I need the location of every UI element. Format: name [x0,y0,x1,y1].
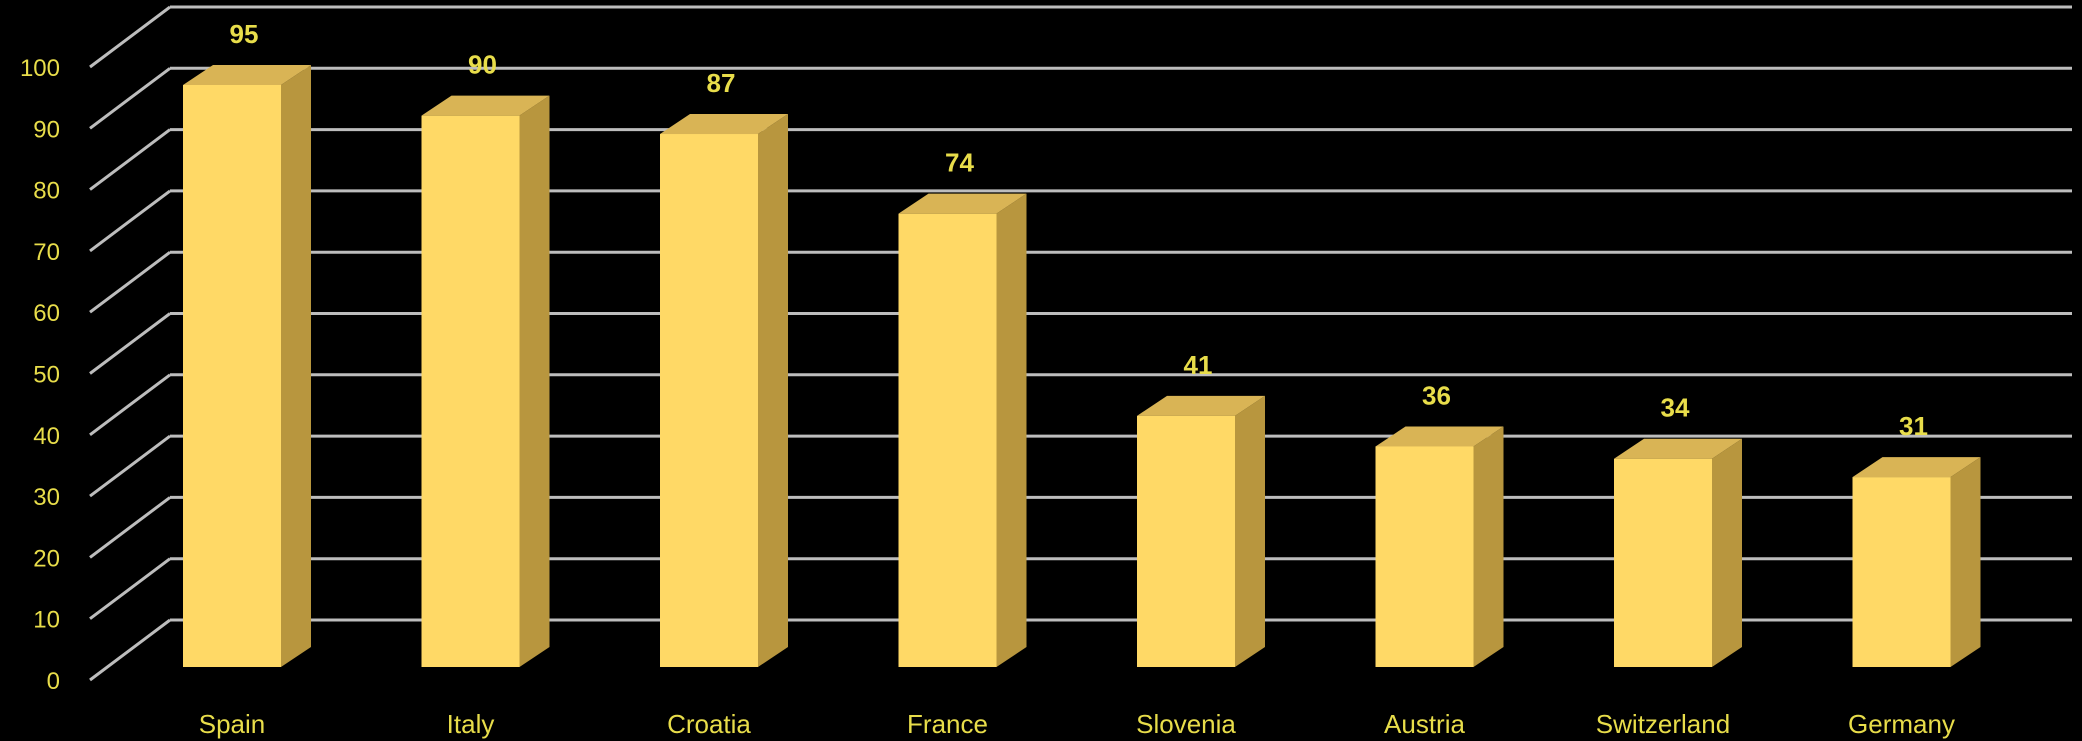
bar-germany [1852,457,1981,667]
gridline-diagonal [89,5,171,69]
x-tick-label: France [907,709,988,739]
gridline-diagonal [89,312,171,375]
gridline-diagonal [89,189,171,253]
bar-slovenia [1137,395,1265,667]
bar-top [660,114,788,135]
bar-side [1950,457,1981,667]
y-tick-label: 70 [33,239,60,266]
grid-lines [89,5,2072,682]
bar-side [1473,426,1504,667]
bar-italy [421,95,550,667]
y-tick-label: 100 [20,55,60,82]
y-tick-label: 10 [33,607,60,634]
bar-austria [1375,426,1504,667]
bar-top [1614,438,1742,459]
gridline-diagonal [89,618,171,682]
bar-side [1712,438,1742,667]
y-tick-label: 90 [33,116,60,143]
data-label: 36 [1422,380,1451,410]
bar-front [1137,415,1235,667]
x-tick-label: Switzerland [1596,709,1730,739]
gridline-diagonal [89,128,171,191]
bar-front [1375,446,1474,667]
bar-spain [183,65,311,667]
bar-side [281,65,311,667]
bar-front [660,134,758,668]
x-tick-label: Italy [447,709,495,739]
bar-france [898,193,1027,667]
x-tick-label: Germany [1848,709,1955,739]
bar-top [1852,457,1981,478]
bar-side [996,193,1027,667]
gridline-diagonal [89,373,171,436]
y-tick-label: 40 [33,423,60,450]
data-label: 87 [707,68,736,98]
bar-switzerland [1614,438,1742,667]
y-tick-label: 80 [33,178,60,205]
data-label: 31 [1899,411,1928,441]
gridline-diagonal [89,496,171,559]
y-tick-label: 0 [47,668,60,695]
data-label: 41 [1184,350,1213,380]
bar-top [1137,395,1265,416]
data-label: 90 [468,50,497,80]
gridline-diagonal [89,67,171,130]
gridline-diagonal [89,250,171,314]
gridline-diagonal [89,434,171,498]
bar-front [421,115,520,667]
y-tick-label: 50 [33,362,60,389]
bar-top [1375,426,1504,447]
gridline-diagonal [89,557,171,620]
bar-top [421,95,550,116]
y-tick-label: 20 [33,545,60,572]
data-label: 95 [230,19,259,49]
x-tick-label: Spain [199,709,266,739]
y-tick-label: 60 [33,300,60,327]
bars [183,65,1981,668]
y-axis: 0 10 20 30 40 50 60 70 80 90 100 [20,55,60,695]
data-labels: 95 90 87 74 41 36 34 31 [230,19,1928,441]
bar-side [758,114,788,668]
x-axis: Spain Italy Croatia France Slovenia Austria Sw… [199,709,1955,739]
bar-side [519,95,550,667]
bar-croatia [660,114,788,668]
bar-top [183,65,311,85]
bar-side [1235,395,1265,667]
data-label: 34 [1661,393,1690,423]
x-tick-label: Austria [1384,709,1465,739]
bar-front [1852,477,1951,667]
data-label: 74 [945,148,974,178]
bar-front [898,213,997,667]
y-tick-label: 30 [33,484,60,511]
bar-front [183,85,281,667]
x-tick-label: Croatia [667,709,751,739]
x-tick-label: Slovenia [1136,709,1236,739]
bar-top [898,193,1027,214]
bar-front [1614,458,1712,667]
